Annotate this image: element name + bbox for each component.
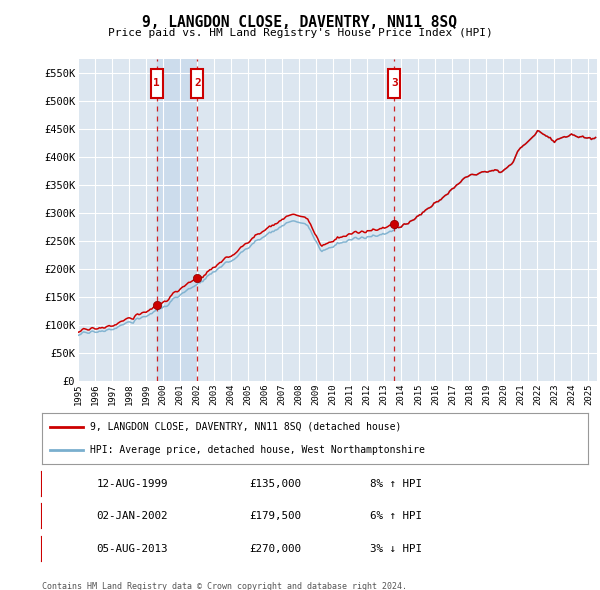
FancyBboxPatch shape xyxy=(388,68,400,97)
Text: 6% ↑ HPI: 6% ↑ HPI xyxy=(370,512,422,521)
Text: £270,000: £270,000 xyxy=(250,544,301,553)
Text: 2: 2 xyxy=(51,510,58,523)
FancyBboxPatch shape xyxy=(151,68,163,97)
Text: 2: 2 xyxy=(194,78,200,88)
Text: HPI: Average price, detached house, West Northamptonshire: HPI: Average price, detached house, West… xyxy=(90,445,425,455)
Text: 9, LANGDON CLOSE, DAVENTRY, NN11 8SQ (detached house): 9, LANGDON CLOSE, DAVENTRY, NN11 8SQ (de… xyxy=(90,422,401,432)
Text: 1: 1 xyxy=(51,477,58,490)
Text: 8% ↑ HPI: 8% ↑ HPI xyxy=(370,479,422,489)
Text: £179,500: £179,500 xyxy=(250,512,301,521)
Text: 9, LANGDON CLOSE, DAVENTRY, NN11 8SQ: 9, LANGDON CLOSE, DAVENTRY, NN11 8SQ xyxy=(143,15,458,30)
Text: 3% ↓ HPI: 3% ↓ HPI xyxy=(370,544,422,553)
Text: 3: 3 xyxy=(391,78,398,88)
FancyBboxPatch shape xyxy=(191,68,203,97)
Text: 1: 1 xyxy=(153,78,160,88)
Text: 05-AUG-2013: 05-AUG-2013 xyxy=(97,544,168,553)
Text: Price paid vs. HM Land Registry's House Price Index (HPI): Price paid vs. HM Land Registry's House … xyxy=(107,28,493,38)
Text: Contains HM Land Registry data © Crown copyright and database right 2024.
This d: Contains HM Land Registry data © Crown c… xyxy=(42,582,407,590)
Text: 3: 3 xyxy=(51,542,58,555)
Text: 12-AUG-1999: 12-AUG-1999 xyxy=(97,479,168,489)
Text: £135,000: £135,000 xyxy=(250,479,301,489)
Text: 02-JAN-2002: 02-JAN-2002 xyxy=(97,512,168,521)
Bar xyxy=(157,59,197,381)
